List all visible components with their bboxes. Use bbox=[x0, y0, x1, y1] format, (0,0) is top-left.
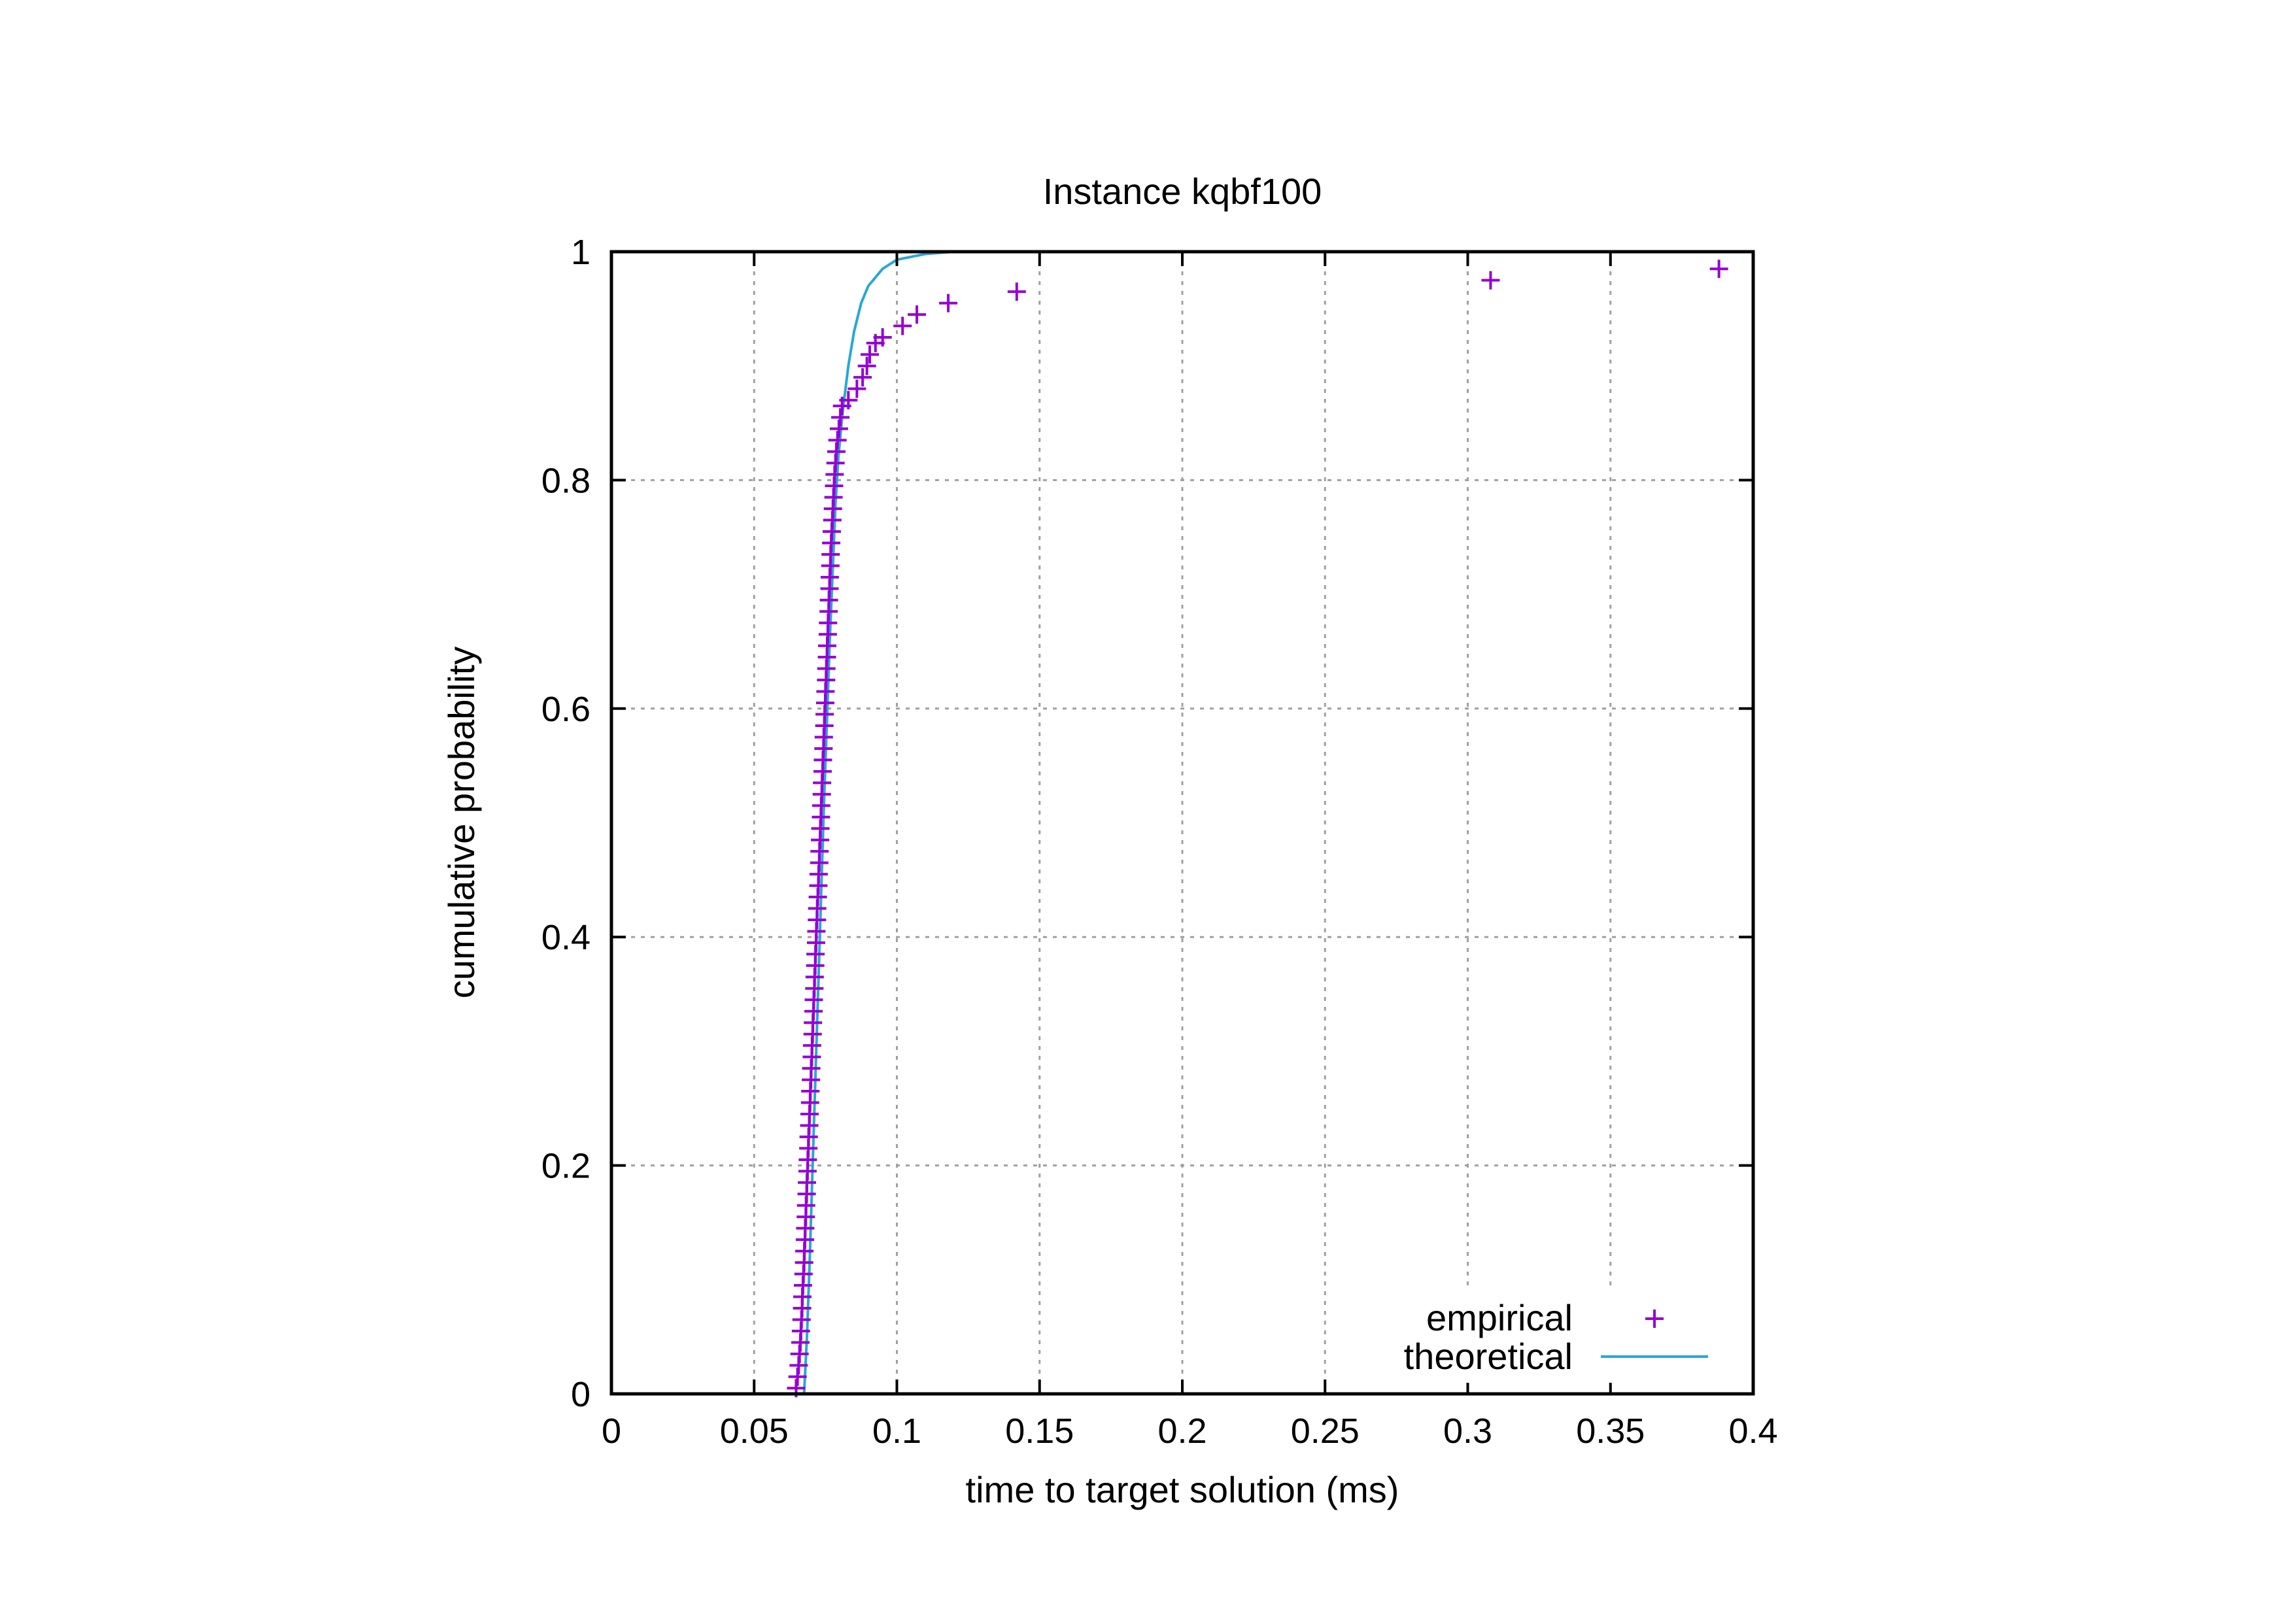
empirical-point bbox=[1481, 271, 1500, 290]
legend-label-empirical: empirical bbox=[1426, 1297, 1573, 1338]
y-tick-label: 0.8 bbox=[541, 461, 591, 500]
legend-label-theoretical: theoretical bbox=[1404, 1336, 1573, 1377]
empirical-point bbox=[1007, 282, 1026, 301]
empirical-point bbox=[1709, 260, 1728, 279]
legend-marker-empirical bbox=[1645, 1310, 1664, 1328]
legend: empirical theoretical bbox=[1327, 1291, 1746, 1383]
theoretical-curve bbox=[802, 250, 954, 1395]
grid-layer bbox=[611, 252, 1753, 1394]
empirical-point bbox=[939, 294, 958, 313]
y-tick-label: 0.4 bbox=[541, 918, 591, 957]
y-tick-label: 0 bbox=[571, 1375, 591, 1414]
empirical-point bbox=[861, 345, 880, 364]
empirical-point bbox=[829, 419, 848, 438]
y-tick-label: 0.2 bbox=[541, 1147, 591, 1186]
empirical-point bbox=[853, 368, 872, 387]
x-tick-label: 0.05 bbox=[720, 1412, 789, 1451]
x-tick-label: 0.2 bbox=[1157, 1412, 1207, 1451]
empirical-point bbox=[847, 379, 866, 398]
empirical-point bbox=[831, 408, 850, 427]
x-tick-label: 0.3 bbox=[1443, 1412, 1492, 1451]
x-axis-label: time to target solution (ms) bbox=[966, 1469, 1399, 1510]
y-tick-label: 0.6 bbox=[541, 690, 591, 729]
empirical-point bbox=[828, 431, 847, 450]
empirical-point bbox=[908, 305, 927, 324]
empirical-point bbox=[839, 391, 858, 410]
y-axis-label: cumulative probability bbox=[441, 647, 482, 998]
empirical-point bbox=[857, 356, 876, 375]
legend-background bbox=[1327, 1291, 1746, 1383]
chart-title: Instance kqbf100 bbox=[1043, 171, 1322, 212]
empirical-point bbox=[893, 316, 912, 335]
x-tick-label: 0.4 bbox=[1728, 1412, 1777, 1451]
series-layer bbox=[787, 250, 1728, 1398]
x-tick-label: 0.15 bbox=[1005, 1412, 1074, 1451]
x-tick-label: 0.1 bbox=[872, 1412, 921, 1451]
tick-layer: 0 0.05 0.1 0.15 0.2 0.25 0.3 0.35 0.4 0 0.2 0.4 0.6 0… bbox=[541, 233, 1778, 1451]
empirical-point bbox=[873, 328, 892, 347]
x-tick-label: 0.25 bbox=[1291, 1412, 1360, 1451]
y-tick-label: 1 bbox=[571, 233, 591, 272]
x-tick-label: 0 bbox=[602, 1412, 621, 1451]
x-tick-label: 0.35 bbox=[1576, 1412, 1645, 1451]
